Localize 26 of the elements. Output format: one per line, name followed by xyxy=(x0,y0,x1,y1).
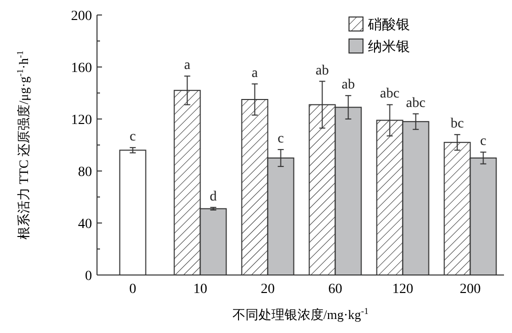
annotation: c xyxy=(278,132,284,147)
y-tick-label: 200 xyxy=(71,9,92,24)
annotation: a xyxy=(252,66,259,81)
x-tick-label: 0 xyxy=(129,282,136,297)
x-tick-label: 120 xyxy=(392,282,414,297)
y-tick-label: 80 xyxy=(78,165,92,180)
x-axis-title: 不同处理银浓度/mg·kg$^{-1}$ xyxy=(232,306,369,322)
y-tick-label: 160 xyxy=(71,61,92,76)
y-tick-label: 120 xyxy=(71,113,92,128)
x-tick-label: 200 xyxy=(460,282,481,297)
annotation: ab xyxy=(342,78,355,93)
legend-label: 纳米银 xyxy=(368,39,410,55)
x-tick-label: 20 xyxy=(260,282,275,297)
annotation: bc xyxy=(450,116,464,132)
annotation: abc xyxy=(380,86,400,102)
x-tick-label: 60 xyxy=(328,282,342,297)
annotation: ab xyxy=(316,63,329,78)
y-tick-label: 0 xyxy=(85,269,92,284)
annotation: a xyxy=(184,58,192,74)
annotation: c xyxy=(480,134,486,150)
y-tick-label: 40 xyxy=(78,217,92,232)
x-tick-label: 10 xyxy=(193,282,208,297)
annotation: d xyxy=(210,189,217,204)
legend-label: 硝酸银 xyxy=(367,17,410,33)
annotation: abc xyxy=(406,96,426,111)
annotation: c xyxy=(130,130,136,145)
